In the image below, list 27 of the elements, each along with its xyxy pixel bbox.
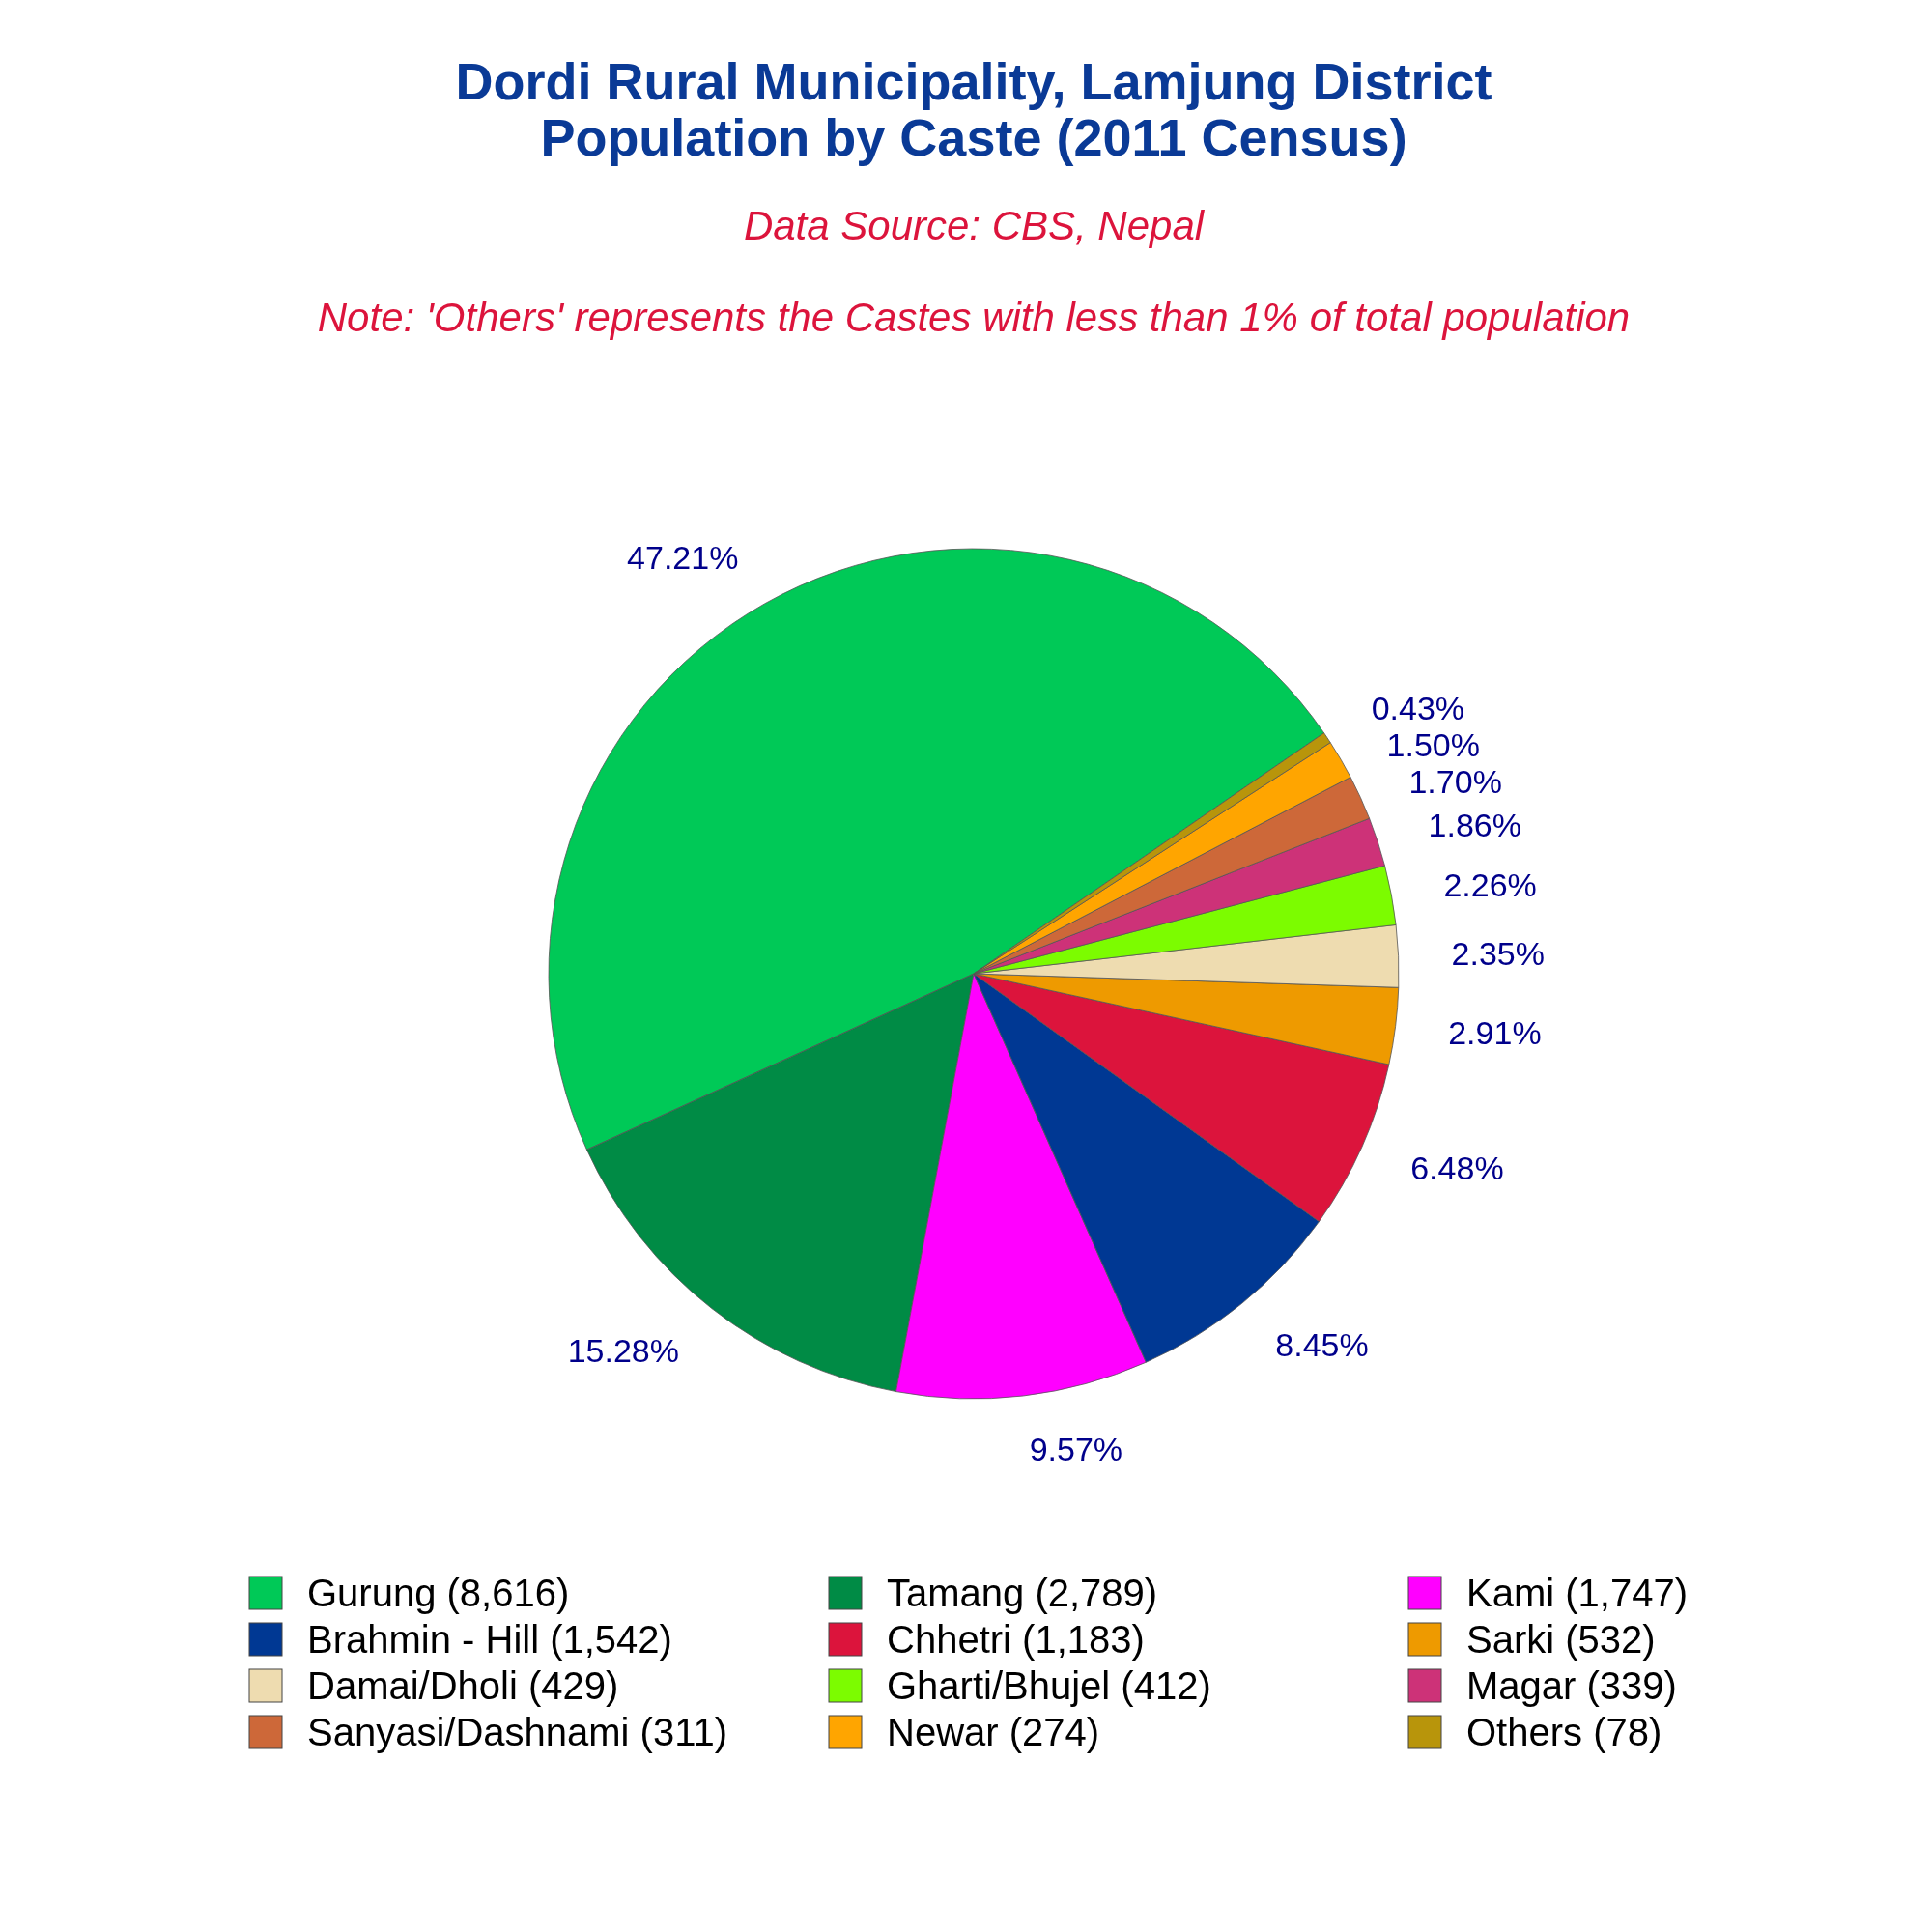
legend-label: Sarki (532) bbox=[1466, 1618, 1656, 1661]
data-label: 2.35% bbox=[1451, 935, 1545, 973]
data-label: 15.28% bbox=[567, 1331, 679, 1369]
chart-subtitle: Data Source: CBS, Nepal bbox=[743, 203, 1206, 248]
data-label: 9.57% bbox=[1029, 1430, 1123, 1467]
data-label: 1.50% bbox=[1386, 726, 1480, 764]
legend-label: Magar (339) bbox=[1466, 1664, 1677, 1707]
legend-label: Damai/Dholi (429) bbox=[307, 1664, 619, 1707]
legend-label: Others (78) bbox=[1466, 1711, 1662, 1753]
data-label: 2.91% bbox=[1448, 1014, 1542, 1052]
legend-label: Sanyasi/Dashnami (311) bbox=[307, 1711, 728, 1753]
data-label: 2.26% bbox=[1443, 867, 1537, 904]
legend-label: Gurung (8,616) bbox=[307, 1572, 570, 1614]
legend-label: Kami (1,747) bbox=[1466, 1572, 1688, 1614]
data-label: 0.43% bbox=[1371, 690, 1465, 727]
data-label: 47.21% bbox=[627, 538, 739, 576]
data-label: 1.86% bbox=[1428, 807, 1521, 844]
chart-title: Dordi Rural Municipality, Lamjung District Population by Caste (2011 Census) bbox=[455, 52, 1492, 166]
legend-label: Newar (274) bbox=[887, 1711, 1100, 1753]
legend-label: Brahmin - Hill (1,542) bbox=[307, 1618, 672, 1661]
legend-label: Gharti/Bhujel (412) bbox=[887, 1664, 1211, 1707]
text: Note: 'Others' represents the Castes with less than 1% of total population bbox=[317, 295, 1631, 340]
legend-label: Chhetri (1,183) bbox=[887, 1618, 1145, 1661]
legend-label: Tamang (2,789) bbox=[887, 1572, 1158, 1614]
data-label: 1.70% bbox=[1408, 763, 1502, 801]
data-label: 8.45% bbox=[1275, 1325, 1369, 1363]
data-label: 6.48% bbox=[1410, 1150, 1504, 1187]
